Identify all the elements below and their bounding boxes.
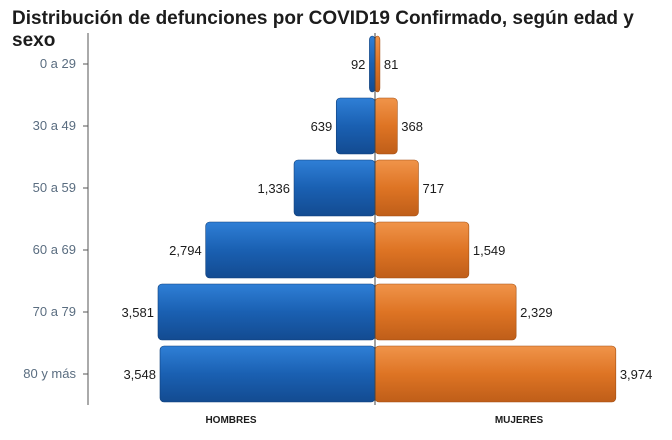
value-labels-group: 92 81 639 368 1,336 717 2,794 1,549 3,581 2,329 3,… [121,57,652,382]
value-label-hombres-30-a-49: 639 [311,119,333,134]
value-label-mujeres-60-a-69: 1,549 [473,243,506,258]
bar-mujeres-0-a-29 [374,35,381,93]
bars-group [157,33,617,405]
value-label-mujeres-80-y-mas: 3,974 [620,367,653,382]
value-label-mujeres-70-a-79: 2,329 [520,305,553,320]
value-label-hombres-80-y-mas: 3,548 [123,367,156,382]
bar-mujeres-60-a-69 [374,221,470,279]
category-label-0-a-29: 0 a 29 [40,56,76,71]
series-axis-labels: HOMBRES MUJERES [205,415,543,426]
bar-mujeres-70-a-79 [374,283,517,341]
bar-hombres-0-a-29 [369,35,376,93]
series-label-mujeres: MUJERES [495,415,544,426]
bar-hombres-80-y-mas [159,345,376,403]
bar-mujeres-50-a-59 [374,159,419,217]
category-label-50-a-59: 50 a 59 [33,180,76,195]
value-label-hombres-50-a-59: 1,336 [257,181,290,196]
category-label-60-a-69: 60 a 69 [33,242,76,257]
category-axis: 0 a 29 30 a 49 50 a 59 60 a 69 70 a 79 80 y m… [23,33,89,405]
value-label-hombres-0-a-29: 92 [351,57,365,72]
category-label-80-y-mas: 80 y más [23,366,76,381]
bar-mujeres-80-y-mas [374,345,617,403]
category-label-30-a-49: 30 a 49 [33,118,76,133]
bar-hombres-50-a-59 [293,159,376,217]
chart-title: Distribución de defunciones por COVID19 … [12,8,634,51]
value-label-hombres-70-a-79: 3,581 [121,305,154,320]
value-label-mujeres-50-a-59: 717 [422,181,444,196]
bar-mujeres-30-a-49 [374,97,398,155]
bar-hombres-70-a-79 [157,283,376,341]
bar-hombres-30-a-49 [335,97,376,155]
value-label-mujeres-0-a-29: 81 [384,57,398,72]
value-label-mujeres-30-a-49: 368 [401,119,423,134]
series-label-hombres: HOMBRES [205,415,256,426]
value-label-hombres-60-a-69: 2,794 [169,243,202,258]
category-label-70-a-79: 70 a 79 [33,304,76,319]
bar-hombres-60-a-69 [205,221,376,279]
